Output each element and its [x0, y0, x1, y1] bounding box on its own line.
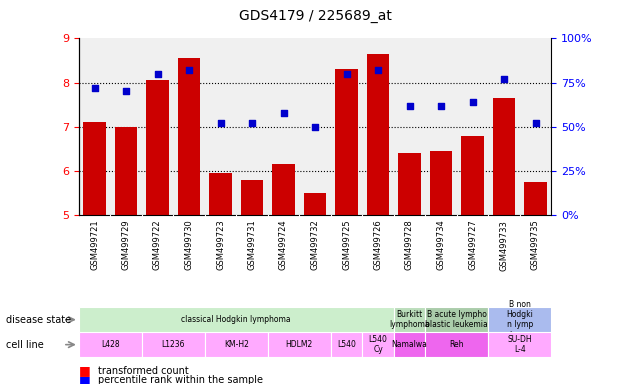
Text: KM-H2: KM-H2: [224, 340, 249, 349]
Bar: [425, 307, 488, 332]
Text: GSM499723: GSM499723: [216, 220, 225, 270]
Point: [341, 71, 352, 77]
Bar: [331, 332, 362, 357]
Bar: [79, 307, 394, 332]
Bar: [146, 80, 168, 215]
Point: [436, 103, 446, 109]
Bar: [273, 164, 295, 215]
Text: classical Hodgkin lymphoma: classical Hodgkin lymphoma: [181, 315, 291, 324]
Bar: [425, 332, 488, 357]
Bar: [461, 136, 484, 215]
Bar: [488, 332, 551, 357]
Text: GSM499731: GSM499731: [248, 220, 256, 270]
Bar: [394, 307, 425, 332]
Point: [404, 103, 415, 109]
Bar: [115, 127, 137, 215]
Text: GSM499730: GSM499730: [185, 220, 193, 270]
Text: GSM499721: GSM499721: [90, 220, 99, 270]
Text: L1236: L1236: [161, 340, 185, 349]
Text: GSM499733: GSM499733: [500, 220, 508, 270]
Bar: [493, 98, 515, 215]
Bar: [268, 332, 331, 357]
Text: cell line: cell line: [6, 339, 44, 350]
Bar: [524, 182, 546, 215]
Bar: [362, 332, 394, 357]
Text: B acute lympho
blastic leukemia: B acute lympho blastic leukemia: [425, 310, 488, 329]
Text: GSM499732: GSM499732: [311, 220, 319, 270]
Text: GSM499729: GSM499729: [122, 220, 130, 270]
Text: GSM499734: GSM499734: [437, 220, 445, 270]
Text: percentile rank within the sample: percentile rank within the sample: [98, 375, 263, 384]
Text: GSM499728: GSM499728: [405, 220, 414, 270]
Point: [215, 120, 226, 126]
Bar: [241, 180, 263, 215]
Text: transformed count: transformed count: [98, 366, 188, 376]
Point: [467, 99, 478, 105]
Bar: [178, 58, 200, 215]
Text: GSM499727: GSM499727: [468, 220, 477, 270]
Text: Reh: Reh: [449, 340, 464, 349]
Bar: [488, 307, 551, 332]
Point: [373, 67, 383, 73]
Text: GSM499726: GSM499726: [374, 220, 382, 270]
Point: [310, 124, 320, 130]
Text: GSM499722: GSM499722: [153, 220, 162, 270]
Point: [152, 71, 163, 77]
Bar: [79, 332, 142, 357]
Point: [89, 85, 100, 91]
Text: disease state: disease state: [6, 314, 71, 325]
Bar: [83, 122, 105, 215]
Text: HDLM2: HDLM2: [285, 340, 313, 349]
Bar: [430, 151, 452, 215]
Point: [247, 120, 257, 126]
Text: ■: ■: [79, 374, 91, 384]
Text: SU-DH
L-4: SU-DH L-4: [507, 335, 532, 354]
Text: L540
Cy: L540 Cy: [369, 335, 387, 354]
Bar: [304, 193, 326, 215]
Text: Namalwa: Namalwa: [392, 340, 427, 349]
Bar: [367, 54, 389, 215]
Point: [184, 67, 194, 73]
Bar: [336, 69, 358, 215]
Point: [530, 120, 541, 126]
Point: [121, 88, 131, 94]
Text: L428: L428: [101, 340, 120, 349]
Text: ■: ■: [79, 364, 91, 377]
Text: GDS4179 / 225689_at: GDS4179 / 225689_at: [239, 9, 391, 23]
Bar: [399, 153, 421, 215]
Point: [499, 76, 509, 82]
Text: Burkitt
lymphoma: Burkitt lymphoma: [389, 310, 430, 329]
Text: L540: L540: [337, 340, 356, 349]
Text: GSM499735: GSM499735: [531, 220, 540, 270]
Text: B non
Hodgki
n lymp
homa: B non Hodgki n lymp homa: [507, 300, 533, 340]
Bar: [209, 173, 231, 215]
Bar: [394, 332, 425, 357]
Text: GSM499725: GSM499725: [342, 220, 351, 270]
Bar: [142, 332, 205, 357]
Point: [278, 109, 289, 116]
Text: GSM499724: GSM499724: [279, 220, 288, 270]
Bar: [205, 332, 268, 357]
